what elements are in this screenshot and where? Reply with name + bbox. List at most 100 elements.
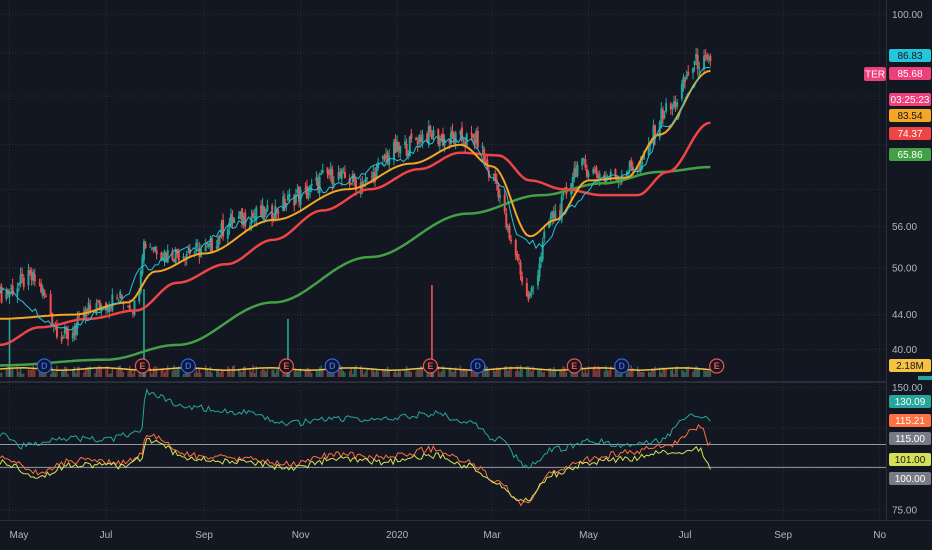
- volume-bar: [453, 370, 455, 377]
- earnings-marker[interactable]: [134, 358, 150, 374]
- candle-body: [204, 245, 207, 252]
- volume-bar: [372, 370, 375, 377]
- volume-bar: [129, 365, 131, 377]
- candle-body: [437, 129, 440, 145]
- volume-bar: [507, 370, 509, 377]
- earnings-marker[interactable]: [422, 358, 438, 374]
- volume-spike-bar: [8, 319, 11, 377]
- candle-body: [78, 315, 81, 317]
- volume-bar: [671, 368, 674, 377]
- volume-bar: [122, 371, 125, 377]
- candle-body: [63, 327, 66, 335]
- candle-body: [364, 178, 367, 182]
- time-tick-label: May: [9, 530, 28, 541]
- candle-body: [440, 136, 443, 138]
- dividend-marker[interactable]: [36, 358, 52, 374]
- dividend-marker[interactable]: [470, 358, 486, 374]
- volume-bar: [337, 365, 340, 377]
- price-scale[interactable]: 100.0090.0056.0050.0044.0040.00150.0075.…: [886, 0, 932, 520]
- dividend-marker[interactable]: [614, 358, 630, 374]
- candle-body: [207, 243, 210, 248]
- candle-body: [218, 235, 221, 238]
- candle-body: [97, 300, 100, 302]
- candle-body: [298, 187, 301, 202]
- volume-bar: [543, 371, 545, 377]
- candle-body: [576, 164, 579, 176]
- moving-average-lines[interactable]: [0, 67, 711, 367]
- volume-bar: [176, 367, 178, 377]
- candle-body: [141, 256, 144, 274]
- volume-bar: [310, 372, 313, 377]
- volume-bar: [51, 367, 53, 377]
- candle-body: [373, 173, 376, 183]
- candle-body: [237, 215, 240, 219]
- candle-body: [60, 336, 63, 341]
- candle-body: [498, 195, 501, 199]
- ma-line-1[interactable]: [0, 67, 711, 331]
- volume-bar: [355, 365, 357, 377]
- dividend-marker[interactable]: [180, 358, 196, 374]
- symbol-tag[interactable]: TER: [864, 67, 886, 81]
- volume-bar: [138, 372, 140, 377]
- candle-body: [418, 134, 421, 143]
- volume-bar: [217, 368, 220, 377]
- earnings-marker[interactable]: [709, 358, 725, 374]
- volume-bar: [209, 366, 212, 377]
- price-tick-label: 44.00: [892, 310, 917, 321]
- volume-bar: [53, 371, 55, 377]
- volume-bar: [307, 367, 310, 377]
- volume-bar: [350, 368, 352, 377]
- volume-bar: [652, 369, 655, 377]
- candle-body: [397, 141, 400, 151]
- candle-body: [543, 231, 546, 239]
- volume-bar: [587, 365, 590, 377]
- candle-body: [551, 211, 554, 219]
- oscillator-line-3[interactable]: [0, 437, 711, 502]
- last-value-tags: 86.83 85.68 83.54 74.37 65.86 130.09 115.21 115…: [889, 49, 931, 485]
- candle-body: [328, 170, 331, 176]
- candle-body: [359, 182, 362, 194]
- candle-body: [405, 143, 408, 156]
- candle-body: [429, 125, 432, 133]
- candle-body: [206, 242, 209, 245]
- candle-body: [552, 213, 555, 218]
- volume-bar: [530, 371, 533, 377]
- candle-body: [616, 177, 619, 181]
- volume-bar: [263, 369, 265, 377]
- candle-body: [421, 134, 424, 143]
- candle-body: [154, 247, 157, 252]
- volume-bar: [255, 366, 258, 377]
- price-last-value-label: 86.83: [897, 51, 922, 62]
- volume-bar: [117, 365, 120, 377]
- volume-bar: [532, 366, 534, 377]
- candle-body: [155, 250, 158, 255]
- price-last-value-label: 74.37: [897, 129, 922, 140]
- earnings-marker[interactable]: [278, 358, 294, 374]
- volume-bar: [638, 369, 640, 377]
- candle-body: [119, 291, 122, 298]
- event-marker-letter: E: [283, 361, 289, 371]
- candle-body: [144, 243, 147, 248]
- time-tick-label: Jul: [679, 530, 692, 541]
- volume-bar: [241, 372, 243, 377]
- candle-body: [407, 153, 410, 156]
- ma-line-3[interactable]: [0, 121, 711, 347]
- candle-body: [187, 251, 190, 253]
- volume-bar: [195, 368, 197, 377]
- price-last-value-tag: [889, 148, 931, 161]
- candle-body: [381, 156, 384, 159]
- volume-bar: [144, 369, 147, 377]
- dividend-marker[interactable]: [324, 358, 340, 374]
- volume-bar: [317, 370, 319, 377]
- time-axis[interactable]: May Jul Sep Nov 2020 Mar May Jul Sep No: [0, 520, 932, 550]
- oscillator-panel[interactable]: [0, 388, 886, 507]
- earnings-marker[interactable]: [566, 358, 582, 374]
- volume-bar: [437, 366, 439, 377]
- candle-body: [430, 133, 433, 139]
- volume-bar: [516, 365, 519, 377]
- volume-bar: [519, 365, 522, 377]
- oscillator-line-1[interactable]: [0, 388, 711, 469]
- ma-line-4[interactable]: [0, 165, 711, 367]
